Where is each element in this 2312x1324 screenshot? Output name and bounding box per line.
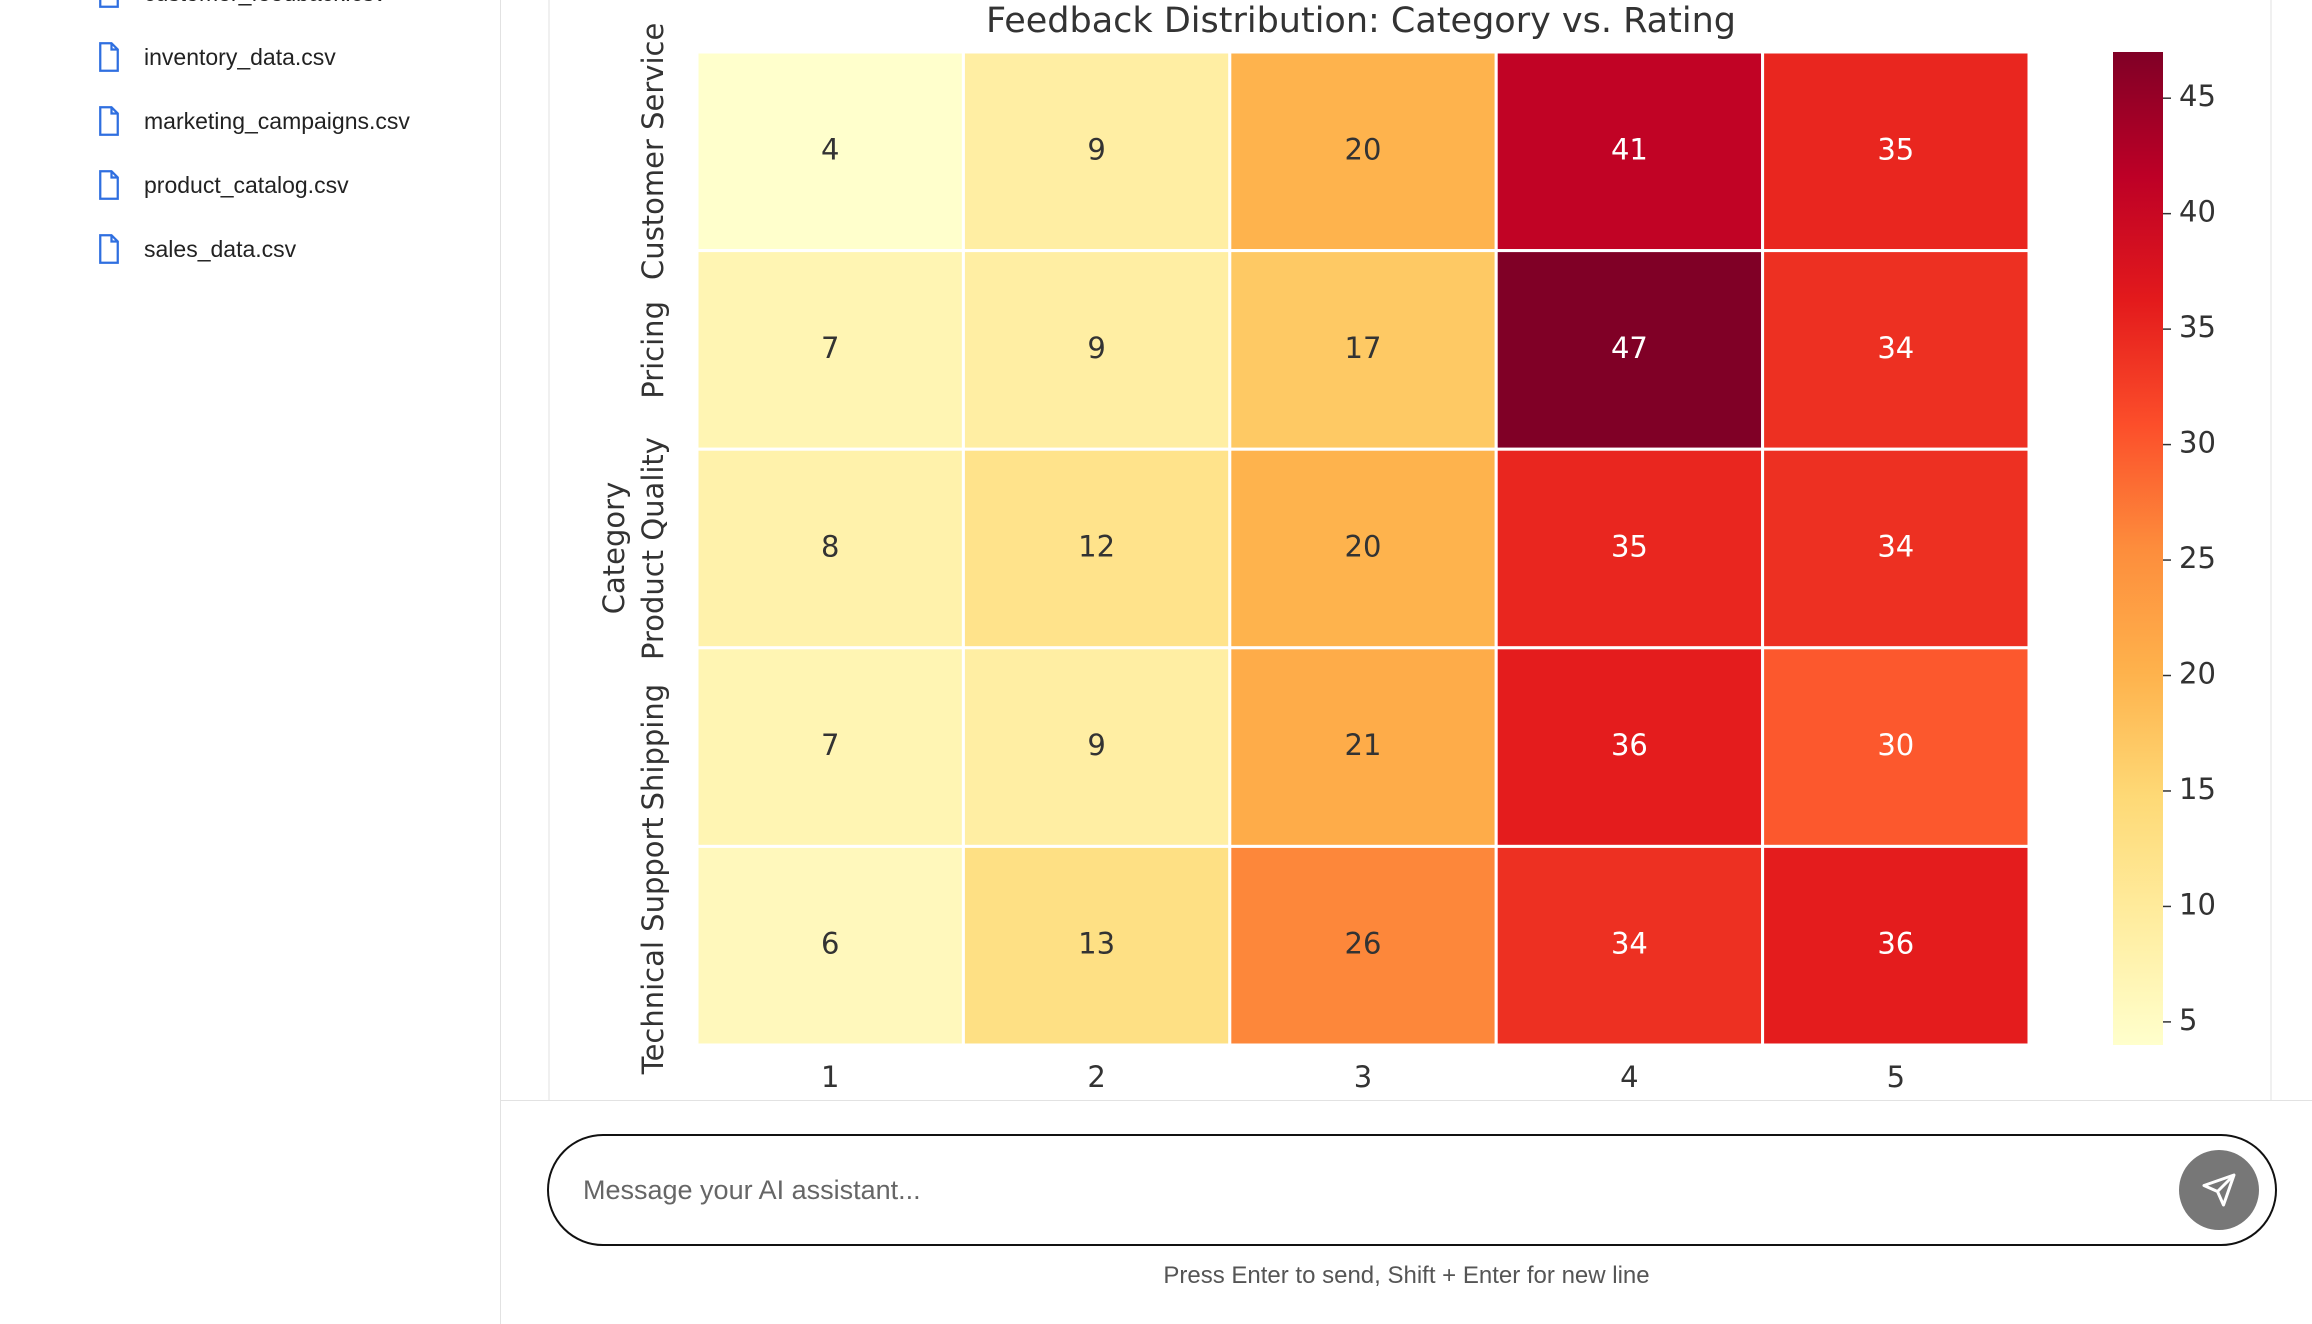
sidebar: customer_feedback.csv inventory_data.csvm… xyxy=(0,0,501,1324)
colorbar xyxy=(2113,52,2163,1045)
heatmap-cell xyxy=(1494,844,1765,1047)
y-tick-label: Product Quality xyxy=(636,437,670,660)
cell-label: 12 xyxy=(1078,530,1115,564)
x-tick-label: 3 xyxy=(1354,1060,1372,1094)
heatmap-cell xyxy=(1228,844,1498,1047)
heatmap-cell xyxy=(1228,447,1498,650)
x-tick-label: 4 xyxy=(1620,1060,1638,1094)
chart: Feedback Distribution: Category vs. Rati… xyxy=(548,0,2272,1100)
colorbar-tick-label: 45 xyxy=(2179,79,2216,113)
heatmap-cell xyxy=(1228,50,1498,253)
cell-label: 17 xyxy=(1345,331,1382,365)
main-panel: Feedback Distribution: Category vs. Rati… xyxy=(501,0,2312,1324)
file-name: inventory_data.csv xyxy=(144,43,336,70)
colorbar-tick-label: 15 xyxy=(2179,772,2216,806)
cell-label: 9 xyxy=(1087,728,1105,762)
colorbar-tick-label: 5 xyxy=(2179,1003,2197,1037)
file-item[interactable]: marketing_campaigns.csv xyxy=(96,101,410,141)
send-icon xyxy=(2202,1173,2236,1207)
input-placeholder: Message your AI assistant... xyxy=(583,1175,921,1205)
file-item[interactable]: customer_feedback.csv xyxy=(96,0,386,13)
y-tick-label: Technical Support xyxy=(636,817,670,1075)
heatmap-cell xyxy=(1494,447,1765,650)
cell-label: 47 xyxy=(1611,331,1648,365)
heatmap-cell xyxy=(1761,447,2031,650)
cell-label: 36 xyxy=(1877,927,1914,961)
colorbar-tick-label: 40 xyxy=(2179,195,2216,229)
heatmap-cell xyxy=(695,447,965,650)
cell-label: 35 xyxy=(1611,530,1648,564)
heatmap-cell xyxy=(961,50,1232,253)
x-tick-label: 1 xyxy=(821,1060,839,1094)
file-item[interactable]: sales_data.csv xyxy=(96,229,296,269)
cell-label: 7 xyxy=(821,331,839,365)
cell-label: 20 xyxy=(1345,530,1382,564)
y-tick-label: Pricing xyxy=(636,301,670,399)
chart-title: Feedback Distribution: Category vs. Rati… xyxy=(986,1,1736,41)
heatmap-cell xyxy=(1761,844,2031,1047)
file-item[interactable]: product_catalog.csv xyxy=(96,165,349,205)
cell-label: 26 xyxy=(1345,927,1382,961)
file-icon xyxy=(99,106,119,136)
cell-label: 35 xyxy=(1877,132,1914,166)
heatmap-cell xyxy=(961,646,1232,848)
input-hint: Press Enter to send, Shift + Enter for n… xyxy=(1163,1262,1650,1289)
cell-label: 36 xyxy=(1611,728,1648,762)
file-icon xyxy=(99,0,119,8)
cell-label: 34 xyxy=(1877,331,1914,365)
cell-label: 9 xyxy=(1087,331,1105,365)
cell-label: 13 xyxy=(1078,927,1115,961)
y-tick-label: Shipping xyxy=(636,684,670,811)
heatmap-cell xyxy=(695,50,965,253)
file-name: sales_data.csv xyxy=(144,235,297,262)
cell-label: 30 xyxy=(1877,728,1914,762)
heatmap-cell xyxy=(1761,646,2031,848)
colorbar-tick-label: 35 xyxy=(2179,310,2216,344)
colorbar-tick-label: 25 xyxy=(2179,541,2216,575)
cell-label: 7 xyxy=(821,728,839,762)
cell-label: 9 xyxy=(1087,132,1105,166)
file-item[interactable]: inventory_data.csv xyxy=(96,37,336,77)
cell-label: 41 xyxy=(1611,132,1648,166)
colorbar-tick-label: 30 xyxy=(2179,426,2216,460)
colorbar-tick-label: 20 xyxy=(2179,657,2216,691)
cell-label: 21 xyxy=(1345,728,1382,762)
file-icon xyxy=(99,170,119,200)
heatmap-cell xyxy=(1228,646,1498,848)
file-name: customer_feedback.csv xyxy=(144,0,386,7)
y-tick-label: Customer Service xyxy=(636,23,670,280)
heatmap-cell xyxy=(1761,249,2031,451)
file-name: marketing_campaigns.csv xyxy=(144,107,410,134)
colorbar-tick-label: 10 xyxy=(2179,887,2216,921)
separator xyxy=(501,1100,2312,1101)
heatmap-cell xyxy=(961,249,1232,451)
message-input[interactable]: Message your AI assistant... xyxy=(547,1134,2277,1246)
cell-label: 20 xyxy=(1345,132,1382,166)
cell-label: 34 xyxy=(1877,530,1914,564)
cell-label: 4 xyxy=(821,132,839,166)
y-axis-label: Category xyxy=(597,482,631,614)
cell-label: 8 xyxy=(821,530,839,564)
cell-label: 6 xyxy=(821,927,839,961)
heatmap-cell xyxy=(695,249,965,451)
file-icon xyxy=(99,234,119,264)
heatmap-cell xyxy=(1494,50,1765,253)
send-button[interactable] xyxy=(2179,1150,2259,1230)
x-tick-label: 5 xyxy=(1887,1060,1905,1094)
heatmap-cell xyxy=(695,844,965,1047)
heatmap-cell xyxy=(961,844,1232,1047)
heatmap-cell xyxy=(961,447,1232,650)
cell-label: 34 xyxy=(1611,927,1648,961)
heatmap-cell xyxy=(695,646,965,848)
heatmap-cell xyxy=(1761,50,2031,253)
file-icon xyxy=(99,42,119,72)
file-name: product_catalog.csv xyxy=(144,171,349,198)
x-tick-label: 2 xyxy=(1087,1060,1105,1094)
